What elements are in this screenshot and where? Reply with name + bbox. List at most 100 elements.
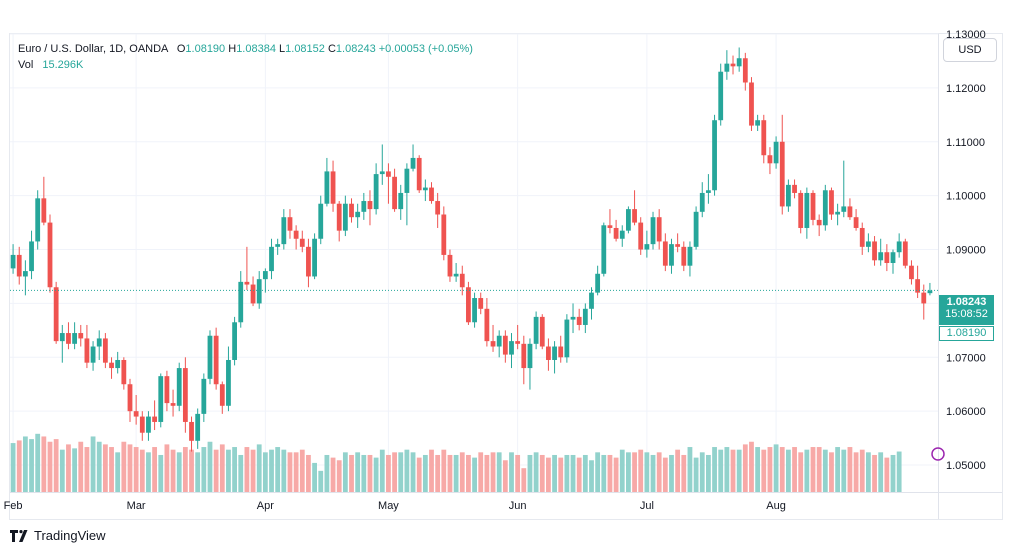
volume-bar bbox=[730, 449, 736, 492]
candle-body bbox=[841, 206, 847, 212]
ohlc-row: Euro / U.S. Dollar, 1D, OANDA O1.08190 H… bbox=[18, 41, 473, 57]
candle-body bbox=[182, 368, 188, 422]
candle-body bbox=[336, 203, 342, 231]
candle-body bbox=[269, 246, 274, 272]
candle-body bbox=[373, 174, 379, 210]
volume-bar bbox=[330, 457, 336, 492]
candle-body bbox=[472, 298, 477, 323]
volume-bar bbox=[355, 452, 361, 492]
candle-body bbox=[539, 316, 545, 347]
open-value: 1.08190 bbox=[185, 43, 226, 55]
volume-bar bbox=[829, 452, 834, 492]
volume-bar bbox=[195, 452, 201, 492]
candle-body bbox=[324, 171, 330, 204]
volume-bar bbox=[669, 454, 674, 492]
volume-bar bbox=[626, 452, 631, 492]
volume-bar bbox=[170, 449, 176, 492]
volume-bar bbox=[78, 441, 84, 492]
volume-bar bbox=[564, 454, 570, 492]
volume-bar bbox=[453, 454, 459, 492]
volume-bar bbox=[226, 449, 231, 492]
volume-bar bbox=[589, 460, 594, 492]
candle-body bbox=[306, 246, 311, 277]
volume-bar bbox=[718, 449, 724, 492]
volume-bar bbox=[219, 444, 225, 492]
volume-bar bbox=[306, 454, 311, 492]
candle-body bbox=[416, 157, 422, 191]
candle-body bbox=[546, 346, 551, 360]
volume-bar bbox=[404, 449, 410, 492]
candle-body bbox=[847, 206, 853, 218]
x-tick-label: Mar bbox=[127, 500, 146, 512]
candle-body bbox=[552, 346, 557, 360]
y-tick-label: 1.09000 bbox=[946, 245, 986, 257]
volume-bar bbox=[859, 449, 865, 492]
volume-bar bbox=[386, 454, 391, 492]
volume-bar bbox=[53, 439, 59, 492]
volume-bar bbox=[570, 454, 576, 492]
symbol-title[interactable]: Euro / U.S. Dollar, 1D, OANDA bbox=[18, 43, 168, 55]
volume-bar bbox=[152, 447, 158, 492]
volume-bar bbox=[367, 454, 373, 492]
footer-brand[interactable]: TradingView bbox=[34, 528, 106, 543]
candle-body bbox=[822, 190, 828, 226]
candle-body bbox=[798, 192, 804, 228]
volume-bar bbox=[675, 449, 681, 492]
volume-bar bbox=[59, 449, 65, 492]
volume-bar bbox=[884, 457, 890, 492]
candle-body bbox=[902, 241, 908, 266]
x-tick-label: Jul bbox=[640, 500, 654, 512]
volume-bar bbox=[256, 444, 262, 492]
candle-body bbox=[570, 316, 576, 320]
candle-body bbox=[601, 225, 607, 274]
volume-bar bbox=[847, 447, 853, 492]
candle-body bbox=[638, 222, 644, 250]
tradingview-logo-icon bbox=[10, 529, 28, 542]
candle-body bbox=[853, 217, 859, 228]
volume-bar bbox=[349, 454, 354, 492]
volume-bar bbox=[318, 470, 324, 492]
volume-bar bbox=[552, 454, 557, 492]
x-tick-label: May bbox=[378, 500, 399, 512]
candle-body bbox=[109, 362, 114, 369]
volume-bar bbox=[441, 449, 447, 492]
candle-body bbox=[564, 319, 570, 358]
currency-button[interactable]: USD bbox=[943, 38, 997, 62]
volume-bar bbox=[582, 454, 588, 492]
volume-bar bbox=[84, 447, 90, 492]
candle-body bbox=[84, 338, 90, 363]
volume-bar bbox=[767, 447, 773, 492]
candle-body bbox=[890, 252, 896, 263]
candle-body bbox=[90, 346, 96, 363]
volume-bar bbox=[324, 454, 330, 492]
candle-body bbox=[515, 341, 521, 344]
volume-bar bbox=[127, 444, 133, 492]
volume-bar bbox=[638, 449, 644, 492]
volume-bar bbox=[22, 436, 28, 492]
volume-bar bbox=[10, 443, 16, 492]
volume-bar bbox=[293, 452, 299, 492]
candle-body bbox=[478, 298, 484, 309]
volume-bar bbox=[779, 447, 785, 492]
volume-bar bbox=[90, 436, 96, 492]
candle-body bbox=[435, 201, 441, 215]
candle-body bbox=[829, 190, 834, 215]
candle-body bbox=[47, 222, 53, 288]
y-tick-label: 1.07000 bbox=[946, 352, 986, 364]
volume-bar bbox=[281, 449, 287, 492]
volume-bar bbox=[613, 457, 619, 492]
candle-body bbox=[127, 384, 133, 412]
volume-bar bbox=[115, 452, 121, 492]
volume-bar bbox=[490, 452, 496, 492]
candle-body bbox=[139, 416, 145, 433]
chart-legend: Euro / U.S. Dollar, 1D, OANDA O1.08190 H… bbox=[18, 41, 473, 73]
candle-body bbox=[53, 287, 59, 342]
close-value: 1.08243 bbox=[335, 43, 376, 55]
candle-body bbox=[773, 141, 779, 164]
candle-body bbox=[502, 335, 508, 355]
candle-body bbox=[576, 316, 582, 325]
close-label: C bbox=[327, 43, 336, 55]
volume-bar bbox=[706, 454, 711, 492]
candle-body bbox=[865, 241, 871, 247]
